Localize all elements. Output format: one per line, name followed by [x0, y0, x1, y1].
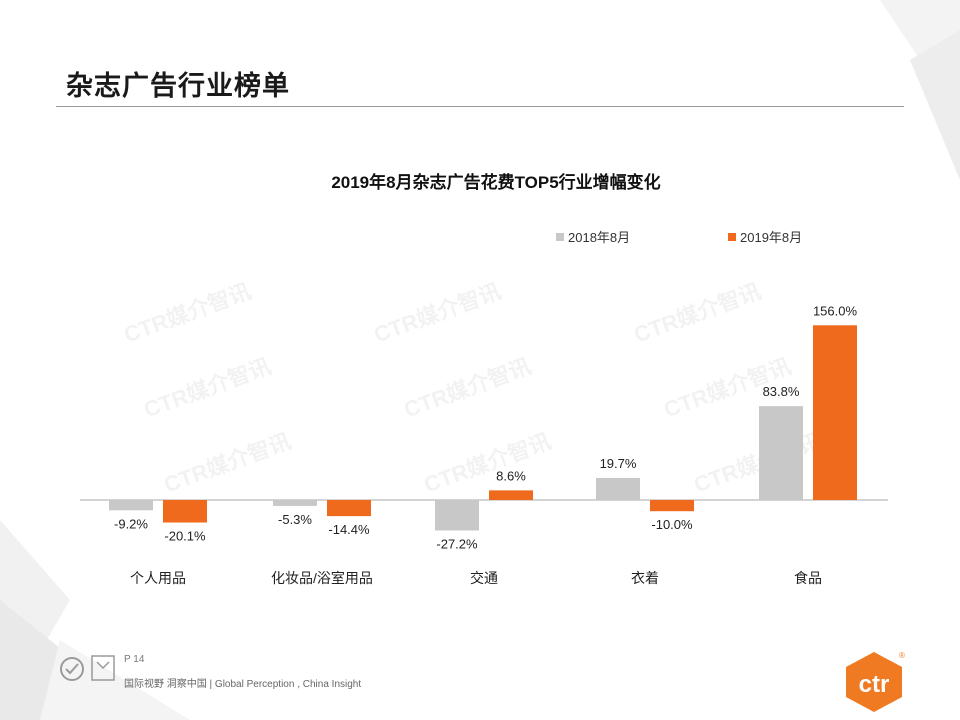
data-label: 83.8%	[763, 384, 800, 399]
bar	[327, 500, 371, 517]
data-label: 8.6%	[496, 468, 526, 483]
bar	[596, 477, 640, 500]
title-divider	[56, 106, 904, 107]
watermark-text: CTR媒介智讯	[691, 428, 825, 497]
watermark-text: CTR媒介智讯	[371, 278, 505, 347]
bar	[813, 325, 857, 500]
watermark-text: CTR媒介智讯	[631, 278, 765, 347]
category-labels: 个人用品 化妆品/浴室用品 交通 衣着 食品	[130, 570, 822, 586]
category-label: 交通	[470, 570, 498, 586]
data-label: 19.7%	[600, 456, 637, 471]
certification-logos	[60, 655, 115, 681]
data-label: -20.1%	[164, 529, 206, 544]
bar	[435, 500, 479, 531]
data-label: -5.3%	[278, 512, 312, 527]
watermark-text: CTR媒介智讯	[421, 428, 555, 497]
category-label: 个人用品	[130, 570, 186, 586]
legend-swatch	[728, 233, 736, 241]
data-label: -27.2%	[436, 536, 478, 551]
legend-label: 2018年8月	[568, 230, 630, 245]
bar	[109, 500, 153, 511]
watermark-text: CTR媒介智讯	[401, 353, 535, 422]
ctr-logo-text: ctr	[859, 671, 890, 698]
data-label: -10.0%	[651, 517, 693, 532]
legend: 2018年8月 2019年8月	[556, 230, 802, 245]
watermark-text: CTR媒介智讯	[121, 278, 255, 347]
bar	[650, 500, 694, 512]
data-label: -9.2%	[114, 516, 148, 531]
bar	[489, 490, 533, 500]
registered-mark: ®	[899, 651, 905, 660]
page-number: P 14	[124, 654, 145, 665]
bar	[163, 500, 207, 523]
legend-label: 2019年8月	[740, 230, 802, 245]
data-labels: -9.2% -5.3% -27.2% 19.7% 83.8% -20.1% -14.4% 8.…	[114, 303, 857, 551]
legend-swatch	[556, 233, 564, 241]
bar	[759, 406, 803, 500]
footer-slogan: 国际视野 洞察中国 | Global Perception , China In…	[124, 679, 362, 690]
watermark-text: CTR媒介智讯	[161, 428, 295, 497]
data-label: 156.0%	[813, 303, 858, 318]
category-label: 化妆品/浴室用品	[271, 570, 373, 586]
data-label: -14.4%	[328, 522, 370, 537]
bars	[109, 325, 857, 531]
category-label: 食品	[794, 570, 822, 586]
category-label: 衣着	[631, 570, 659, 586]
watermark-text: CTR媒介智讯	[141, 353, 275, 422]
page-title: 杂志广告行业榜单	[66, 71, 290, 101]
bar	[273, 500, 317, 506]
chart-title: 2019年8月杂志广告花费TOP5行业增幅变化	[331, 172, 660, 192]
ctr-logo: ctr ®	[846, 651, 905, 712]
